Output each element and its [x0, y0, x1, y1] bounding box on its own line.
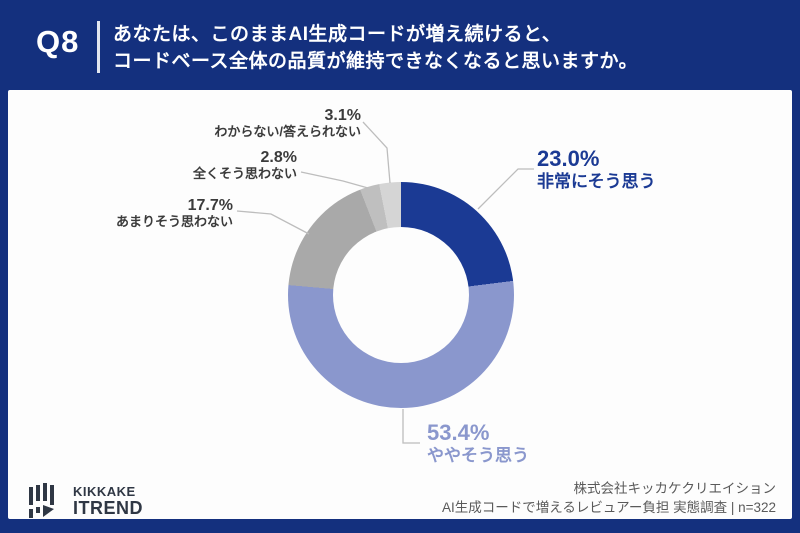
- footer-credits: 株式会社キッカケクリエイション AI生成コードで増えるレビュアー負担 実態調査 …: [442, 479, 776, 517]
- header-divider: [97, 21, 100, 73]
- logo-text: KIKKAKE ITREND: [73, 485, 143, 517]
- donut-hole: [333, 227, 469, 363]
- logo-line2: ITREND: [73, 498, 143, 518]
- question-number: Q8: [36, 24, 80, 59]
- segment-label-somewhat-agree: 53.4% ややそう思う: [427, 420, 529, 465]
- question-title-line2: コードベース全体の品質が維持できなくなると思いますか。: [113, 51, 639, 72]
- question-title-line1: あなたは、このままAI生成コードが増え続けると、: [113, 24, 562, 45]
- donut-chart: [288, 182, 514, 408]
- header: Q8 あなたは、このままAI生成コードが増え続けると、 コードベース全体の品質が…: [0, 0, 800, 90]
- segment-name: わからない/答えられない: [214, 123, 361, 139]
- segment-name: ややそう思う: [427, 445, 529, 465]
- footer-survey-name: AI生成コードで増えるレビュアー負担 実態調査 | n=322: [442, 500, 776, 515]
- segment-percent: 17.7%: [187, 197, 233, 214]
- segment-name: 非常にそう思う: [537, 171, 656, 191]
- question-title: あなたは、このままAI生成コードが増え続けると、 コードベース全体の品質が維持で…: [113, 21, 638, 75]
- segment-label-strongly-agree: 23.0% 非常にそう思う: [537, 146, 656, 191]
- segment-name: あまりそう思わない: [115, 213, 233, 229]
- logo-line1: KIKKAKE: [73, 484, 136, 499]
- segment-label-dont-know: 3.1% わからない/答えられない: [214, 107, 361, 139]
- segment-percent: 2.8%: [260, 149, 297, 166]
- kikkake-trend-logo: KIKKAKE ITREND: [28, 483, 143, 519]
- segment-percent: 53.4%: [427, 420, 490, 445]
- segment-name: 全くそう思わない: [192, 165, 297, 181]
- logo-bars-icon: [29, 483, 54, 518]
- segment-label-strongly-disagree: 2.8% 全くそう思わない: [193, 149, 297, 181]
- footer-company: 株式会社キッカケクリエイション: [573, 481, 777, 496]
- segment-percent: 23.0%: [537, 146, 600, 171]
- segment-percent: 3.1%: [324, 107, 361, 124]
- segment-label-somewhat-disagree: 17.7% あまりそう思わない: [116, 197, 233, 229]
